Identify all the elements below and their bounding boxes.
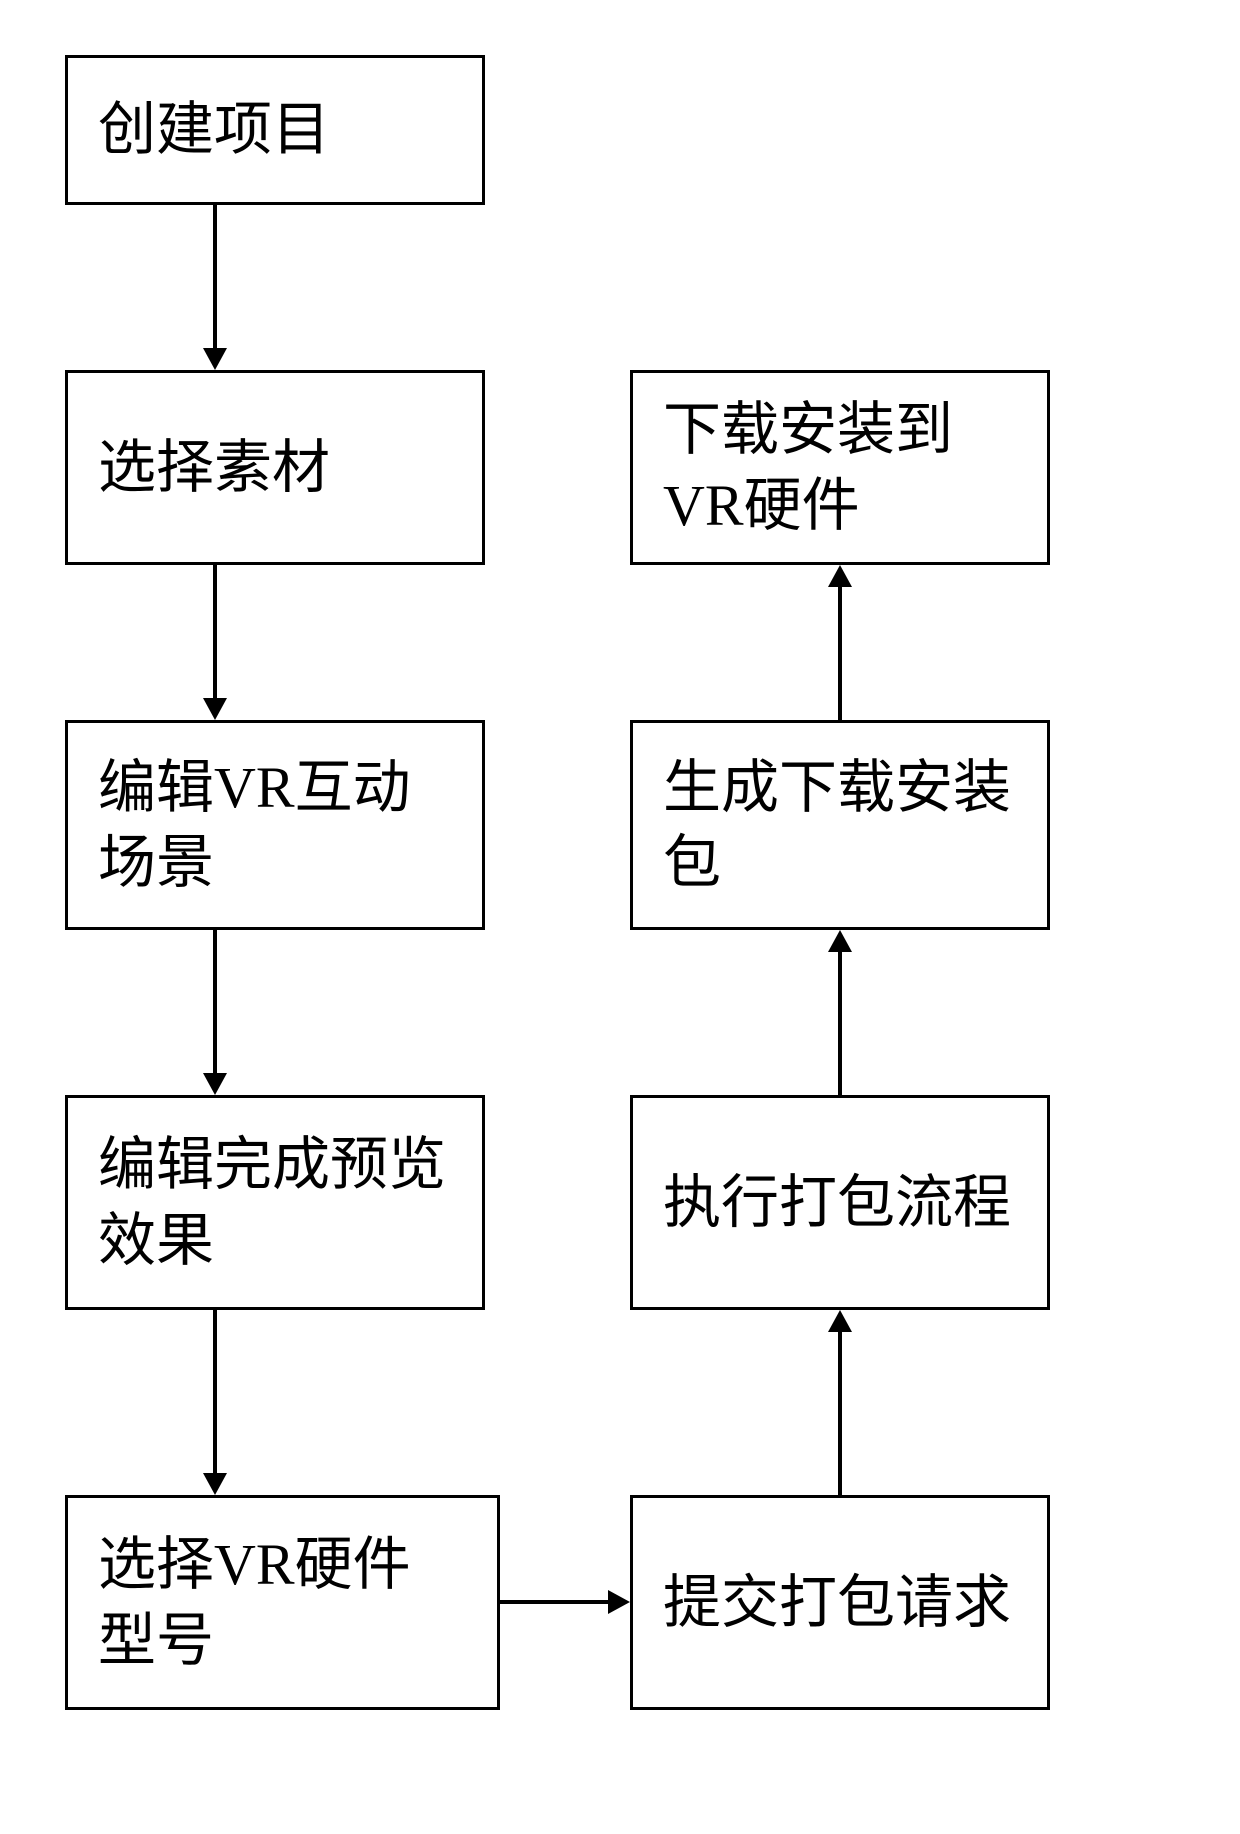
node-label: 选择VR硬件型号 — [98, 1527, 467, 1678]
node-preview-effect: 编辑完成预览效果 — [65, 1095, 485, 1310]
arrow-up-icon — [828, 1310, 852, 1332]
node-label: 生成下载安装包 — [663, 750, 1017, 901]
node-edit-vr-scene: 编辑VR互动场景 — [65, 720, 485, 930]
edge-line — [500, 1600, 608, 1604]
edge-line — [213, 1310, 217, 1473]
edge-line — [213, 930, 217, 1073]
arrow-down-icon — [203, 698, 227, 720]
node-label: 创建项目 — [98, 92, 330, 167]
node-select-vr-hardware: 选择VR硬件型号 — [65, 1495, 500, 1710]
edge-line — [838, 952, 842, 1095]
edge-line — [838, 587, 842, 720]
node-create-project: 创建项目 — [65, 55, 485, 205]
node-label: 编辑完成预览效果 — [98, 1127, 452, 1278]
node-submit-package-request: 提交打包请求 — [630, 1495, 1050, 1710]
node-label: 下载安装到VR硬件 — [663, 392, 1017, 543]
node-label: 选择素材 — [98, 430, 330, 505]
node-label: 编辑VR互动场景 — [98, 750, 452, 901]
arrow-down-icon — [203, 1073, 227, 1095]
edge-line — [838, 1332, 842, 1495]
arrow-right-icon — [608, 1590, 630, 1614]
arrow-up-icon — [828, 565, 852, 587]
arrow-up-icon — [828, 930, 852, 952]
node-generate-download: 生成下载安装包 — [630, 720, 1050, 930]
edge-line — [213, 205, 217, 348]
node-label: 提交打包请求 — [663, 1565, 1011, 1640]
node-execute-package: 执行打包流程 — [630, 1095, 1050, 1310]
node-select-material: 选择素材 — [65, 370, 485, 565]
node-download-install: 下载安装到VR硬件 — [630, 370, 1050, 565]
node-label: 执行打包流程 — [663, 1165, 1011, 1240]
arrow-down-icon — [203, 1473, 227, 1495]
edge-line — [213, 565, 217, 698]
arrow-down-icon — [203, 348, 227, 370]
